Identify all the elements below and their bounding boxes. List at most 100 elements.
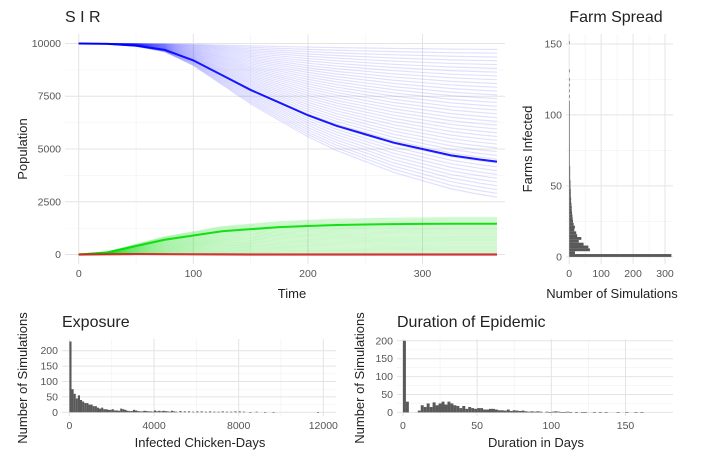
exposure-bar xyxy=(130,411,133,413)
duration-bar xyxy=(435,405,439,413)
exposure-y-tick-label: 200 xyxy=(40,345,58,357)
exposure-bar xyxy=(141,411,144,413)
duration-bar xyxy=(512,410,516,413)
exposure-y-tick-label: 0 xyxy=(52,407,58,419)
sir-y-tick-label: 10000 xyxy=(32,38,61,50)
exposure-bar xyxy=(147,411,150,413)
exposure-bar xyxy=(213,411,216,413)
sir-lines xyxy=(78,42,498,256)
farm-bar xyxy=(569,163,570,167)
exposure-bar xyxy=(217,411,220,413)
duration-bar xyxy=(465,408,469,413)
duration-bar xyxy=(616,412,620,413)
exposure-bar xyxy=(88,404,91,413)
duration-bar xyxy=(497,410,501,413)
exposure-bar xyxy=(179,411,182,413)
farm-bar xyxy=(569,188,571,192)
infected-run-line xyxy=(78,230,497,256)
duration-bar xyxy=(536,411,540,413)
exposure-x-ticks: 0 4000 8000 12000 xyxy=(66,420,338,432)
farm-y-tick-label: 50 xyxy=(550,180,562,192)
duration-bar xyxy=(450,403,454,413)
exposure-bar xyxy=(122,409,125,413)
infected-run-line xyxy=(78,238,497,256)
exposure-bar xyxy=(162,410,165,413)
exposure-bar xyxy=(160,411,163,413)
susceptible-run-line xyxy=(78,42,498,119)
duration-bar xyxy=(515,410,519,413)
infected-run-line xyxy=(78,243,497,256)
duration-bar xyxy=(625,412,629,413)
susceptible-run-line xyxy=(78,42,498,130)
duration-bar xyxy=(548,412,552,413)
duration-bar xyxy=(426,403,430,413)
farm-bar xyxy=(569,171,571,175)
duration-bar xyxy=(441,401,445,413)
farm-bar xyxy=(569,83,570,87)
exposure-bar xyxy=(234,411,237,413)
exposure-bar xyxy=(316,411,320,413)
susceptible-run-line xyxy=(78,42,497,54)
duration-bar xyxy=(486,409,489,413)
farm-bar xyxy=(569,248,590,252)
exposure-bar xyxy=(99,408,102,413)
exposure-bar xyxy=(175,411,178,413)
duration-y-tick-label: 50 xyxy=(381,389,393,401)
susceptible-run-line xyxy=(78,42,498,194)
farm-bar xyxy=(569,114,570,118)
sir-y-tick-label: 2500 xyxy=(38,196,62,208)
farm-y-tick-label: 100 xyxy=(544,109,562,121)
exposure-bar xyxy=(134,410,138,413)
farm-bar xyxy=(569,129,570,132)
duration-bar xyxy=(444,404,448,413)
exposure-bar xyxy=(79,399,83,413)
exposure-bar xyxy=(82,401,85,413)
infected-run-line xyxy=(78,236,497,256)
exposure-bar xyxy=(154,410,157,413)
infected-run-line xyxy=(78,216,497,256)
farm-bar xyxy=(569,166,571,169)
susceptible-run-line xyxy=(78,42,498,107)
infected-run-line xyxy=(78,247,497,256)
exposure-bar xyxy=(168,411,171,413)
farm-bar xyxy=(569,222,574,226)
exposure-bar xyxy=(113,410,116,413)
susceptible-run-line xyxy=(78,42,498,104)
duration-bar xyxy=(640,412,644,413)
duration-bars xyxy=(402,340,644,413)
exposure-y-tick-label: 50 xyxy=(46,391,58,403)
duration-bar xyxy=(438,403,442,413)
exposure-bar xyxy=(143,410,146,413)
farm-bar xyxy=(569,109,570,113)
duration-panel: Duration of Epidemic 0 50 100 150 0 50 100 150… xyxy=(352,312,673,450)
duration-bar xyxy=(551,411,555,413)
duration-bar xyxy=(462,405,466,413)
farm-bar xyxy=(569,254,672,257)
farm-bar xyxy=(569,151,570,155)
farm-bar xyxy=(569,194,571,198)
infected-run-line xyxy=(78,235,497,256)
farm-bar xyxy=(569,239,579,243)
farm-bar xyxy=(569,231,577,235)
exposure-bar xyxy=(204,411,207,413)
exposure-x-tick-label: 12000 xyxy=(309,420,338,432)
farm-x-tick-label: 0 xyxy=(566,268,572,280)
exposure-y-tick-label: 150 xyxy=(40,361,58,373)
duration-bar xyxy=(563,412,567,413)
duration-bar xyxy=(545,411,549,413)
farm-bar xyxy=(569,185,571,189)
susceptible-run-line xyxy=(78,42,498,85)
exposure-bar xyxy=(75,398,78,413)
farm-y-tick-label: 0 xyxy=(556,251,562,263)
exposure-bar xyxy=(126,410,129,413)
farm-bar xyxy=(569,214,573,218)
duration-bar xyxy=(539,411,543,413)
duration-bar xyxy=(503,410,507,413)
infected-run-line xyxy=(78,249,497,256)
farm-bar xyxy=(569,245,589,249)
farm-bar xyxy=(569,217,573,220)
exposure-bar xyxy=(109,409,112,413)
duration-bar xyxy=(447,401,451,413)
farm-x-ticks: 0 100 200 300 xyxy=(566,268,674,280)
